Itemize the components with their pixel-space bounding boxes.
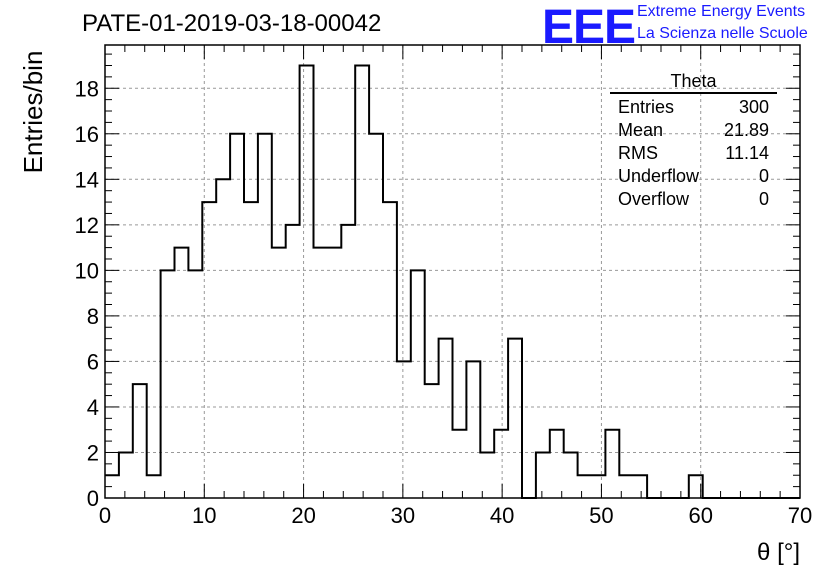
y-tick-label: 16	[75, 122, 99, 147]
stats-label: Overflow	[618, 189, 690, 209]
x-axis-label: θ [°]	[757, 539, 800, 566]
x-tick-label: 70	[788, 503, 812, 528]
logo-line-2: La Scienza nelle Scuole	[637, 25, 808, 42]
x-tick-label: 50	[589, 503, 613, 528]
y-tick-label: 0	[87, 486, 99, 511]
stats-box: Theta Entries 300 Mean 21.89 RMS 11.14 Unde…	[610, 70, 777, 211]
stats-value: 300	[738, 97, 769, 117]
y-tick-label: 6	[87, 349, 99, 374]
chart-title: PATE-01-2019-03-18-00042	[82, 10, 382, 37]
y-tick-label: 12	[75, 213, 99, 238]
x-tick-label: 60	[688, 503, 712, 528]
stats-value: 0	[758, 166, 769, 186]
stats-row-rms: RMS 11.14	[610, 142, 777, 165]
y-tick-label: 18	[75, 76, 99, 101]
stats-title: Theta	[610, 70, 777, 94]
stats-row-mean: Mean 21.89	[610, 119, 777, 142]
y-tick-label: 4	[87, 395, 99, 420]
stats-value: 11.14	[725, 143, 769, 163]
plot-frame	[104, 44, 801, 499]
y-tick-label: 2	[87, 440, 99, 465]
stats-label: Entries	[618, 97, 675, 117]
stats-row-underflow: Underflow 0	[610, 165, 777, 188]
x-tick-label: 20	[291, 503, 315, 528]
eee-logo: EEE	[542, 1, 636, 54]
y-tick-label: 14	[75, 167, 99, 192]
stats-row-overflow: Overflow 0	[610, 188, 777, 211]
axis-ticks	[104, 45, 801, 499]
stats-value: 0	[758, 189, 769, 209]
x-tick-label: 40	[490, 503, 514, 528]
y-axis-label: Entries/bin	[18, 51, 48, 174]
y-tick-labels: 0 2 4 6 8 10 12 14 16 18	[75, 76, 99, 511]
x-tick-label: 0	[99, 503, 111, 528]
y-tick-label: 8	[87, 304, 99, 329]
y-tick-label: 10	[75, 258, 99, 283]
stats-label: Mean	[618, 120, 664, 140]
stats-label: Underflow	[618, 166, 700, 186]
logo-line-1: Extreme Energy Events	[637, 3, 806, 20]
x-tick-labels: 0 10 20 30 40 50 60 70	[99, 503, 812, 528]
stats-value: 21.89	[723, 120, 769, 140]
stats-row-entries: Entries 300	[610, 96, 777, 119]
x-tick-label: 10	[192, 503, 216, 528]
x-tick-label: 30	[391, 503, 415, 528]
stats-label: RMS	[618, 143, 658, 163]
